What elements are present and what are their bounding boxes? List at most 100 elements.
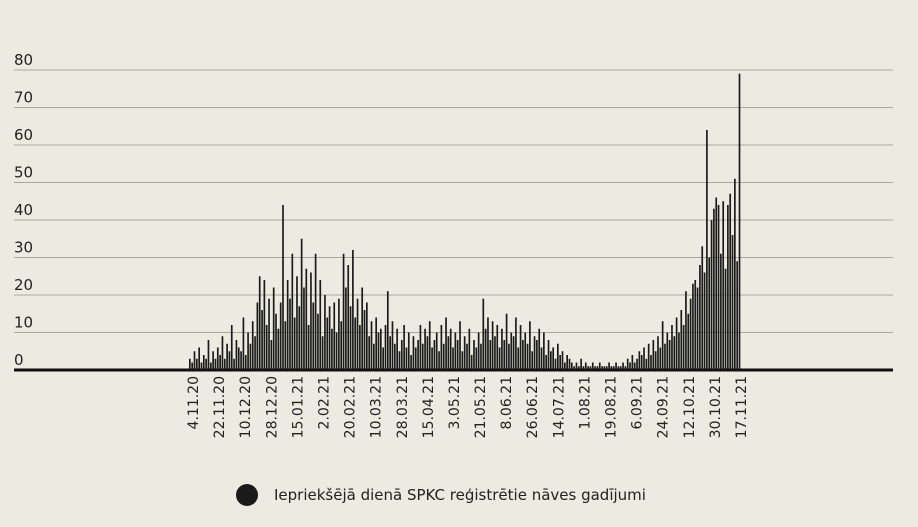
y-tick-label: 70 — [14, 89, 33, 107]
bar — [629, 362, 631, 370]
bar — [508, 343, 510, 370]
bar — [373, 343, 375, 370]
bar — [557, 343, 559, 370]
bar — [636, 358, 638, 370]
x-tick-label: 3.05.21 — [447, 376, 463, 429]
bar — [699, 265, 701, 370]
bar — [419, 325, 422, 370]
x-tick-label: 12.10.21 — [682, 376, 698, 438]
bar — [393, 343, 396, 370]
bar — [559, 355, 562, 370]
bar — [526, 343, 529, 370]
bar — [363, 310, 366, 370]
bar — [398, 351, 401, 370]
bar — [682, 325, 685, 370]
bar — [717, 205, 720, 370]
bar — [256, 302, 259, 370]
bar — [377, 332, 380, 370]
bar — [382, 347, 384, 370]
bar — [305, 268, 308, 370]
bar — [659, 347, 662, 370]
bar — [314, 253, 317, 370]
bar — [261, 310, 263, 370]
y-tick-label: 20 — [14, 276, 33, 294]
legend-label: Iepriekšējā dienā SPKC reģistrētie nāves… — [274, 486, 646, 504]
bar — [356, 298, 359, 370]
bar — [282, 205, 284, 370]
bar — [342, 253, 345, 370]
bar — [435, 332, 438, 370]
bar — [547, 340, 550, 370]
x-tick-label: 6.09.21 — [630, 376, 646, 429]
x-tick-label: 8.06.21 — [499, 376, 515, 429]
y-tick-label: 0 — [14, 351, 24, 369]
bar — [731, 235, 734, 370]
bar — [400, 340, 403, 370]
bar — [352, 250, 354, 370]
bar — [414, 347, 417, 370]
y-tick-label: 40 — [14, 201, 33, 219]
x-tick-label: 10.12.20 — [238, 376, 254, 438]
bar — [652, 340, 655, 370]
bar — [517, 347, 520, 370]
bar — [279, 302, 282, 370]
bar — [671, 325, 673, 370]
bar — [237, 347, 240, 370]
bar — [349, 306, 352, 370]
bar — [568, 358, 571, 370]
bar — [244, 355, 247, 370]
bar — [270, 340, 273, 370]
bar — [650, 355, 652, 370]
bar — [405, 347, 408, 370]
bar — [296, 276, 298, 370]
bar — [484, 328, 487, 370]
bar — [442, 343, 445, 370]
bar — [589, 366, 592, 370]
bar — [417, 340, 419, 370]
bar — [724, 268, 727, 370]
bar — [335, 332, 338, 370]
bar — [638, 351, 641, 370]
bar — [536, 340, 538, 370]
bar — [610, 366, 613, 370]
bar — [321, 336, 324, 370]
bar — [668, 340, 671, 370]
bar — [633, 362, 636, 370]
bar — [491, 321, 494, 370]
x-tick-label: 19.08.21 — [604, 376, 620, 438]
bar — [375, 317, 378, 370]
bar — [328, 306, 331, 370]
bar — [242, 317, 245, 370]
bar — [340, 321, 343, 370]
bar — [566, 355, 568, 370]
x-tick-label: 22.11.20 — [212, 376, 228, 438]
bar — [300, 238, 303, 370]
bar — [312, 302, 315, 370]
x-tick-label: 26.06.21 — [525, 376, 541, 438]
x-tick-label: 14.07.21 — [551, 376, 567, 438]
bar — [361, 287, 364, 370]
bar — [424, 328, 426, 370]
bar — [438, 351, 440, 370]
bar — [685, 291, 687, 370]
bar — [661, 321, 664, 370]
bar — [587, 366, 589, 370]
x-tick-label: 24.09.21 — [656, 376, 672, 438]
bar — [519, 325, 522, 370]
bar — [195, 358, 198, 370]
bar — [263, 280, 266, 370]
bar — [307, 325, 310, 370]
bar — [396, 328, 398, 370]
bar — [727, 205, 729, 370]
bar — [366, 302, 368, 370]
bar — [622, 362, 624, 370]
bar — [736, 261, 739, 370]
bar — [431, 347, 433, 370]
bar — [696, 287, 699, 370]
bar — [384, 325, 387, 370]
bar — [223, 358, 226, 370]
y-tick-label: 80 — [14, 51, 33, 69]
bar — [722, 201, 725, 370]
bar — [265, 325, 268, 370]
bar — [489, 340, 492, 370]
